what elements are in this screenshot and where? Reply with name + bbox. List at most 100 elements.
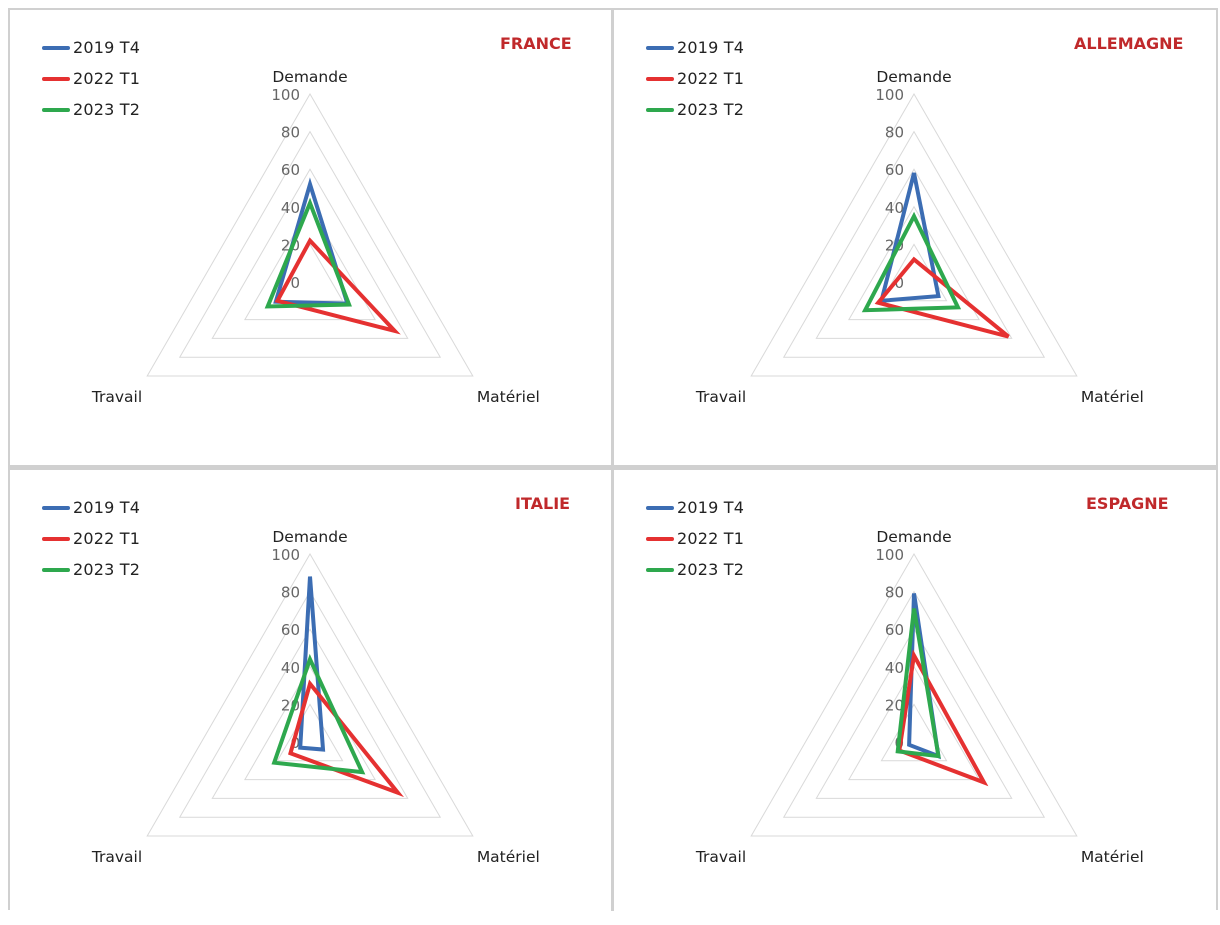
legend-swatch bbox=[42, 536, 70, 541]
tick-label: 40 bbox=[281, 659, 300, 677]
tick-label: 80 bbox=[281, 584, 300, 602]
grid-ring bbox=[211, 168, 409, 339]
radar-panel-allemagne: 100 80 60 40 20 0 Demande Matériel Travail 2019 T… bbox=[614, 10, 1214, 465]
legend-label: 2022 T1 bbox=[73, 69, 141, 88]
tick-label: 60 bbox=[885, 621, 904, 639]
tick-label: 40 bbox=[885, 659, 904, 677]
grid-ring bbox=[244, 205, 376, 321]
tick-label: 0 bbox=[894, 274, 904, 292]
tick-label: 40 bbox=[281, 199, 300, 217]
series-line bbox=[895, 608, 941, 759]
axis-label: Travail bbox=[91, 848, 142, 866]
tick-label: 60 bbox=[885, 161, 904, 179]
axis-label: Demande bbox=[272, 528, 347, 546]
legend-swatch bbox=[42, 505, 70, 510]
chart-title: ITALIE bbox=[515, 494, 571, 513]
series-line bbox=[274, 237, 401, 335]
grid-ring bbox=[848, 665, 980, 781]
tick-label: 100 bbox=[875, 546, 904, 564]
legend-swatch bbox=[42, 567, 70, 572]
legend-item: 2023 T2 bbox=[42, 94, 140, 125]
tick-label: 0 bbox=[290, 274, 300, 292]
tick-label: 60 bbox=[281, 161, 300, 179]
axis-label: Demande bbox=[272, 68, 347, 86]
legend: 2019 T4 2022 T1 2023 T2 bbox=[42, 32, 140, 125]
grid-ring bbox=[750, 552, 1078, 837]
legend-swatch bbox=[646, 76, 674, 81]
legend-item: 2019 T4 bbox=[42, 32, 140, 63]
legend-swatch bbox=[42, 76, 70, 81]
axis-label: Matériel bbox=[1081, 848, 1144, 866]
legend-label: 2023 T2 bbox=[73, 100, 141, 119]
grid-ring bbox=[782, 590, 1046, 818]
series-line bbox=[861, 211, 962, 313]
legend: 2019 T4 2022 T1 2023 T2 bbox=[646, 32, 744, 125]
legend-item: 2022 T1 bbox=[646, 63, 744, 94]
grid-ring bbox=[211, 628, 409, 799]
legend-swatch bbox=[42, 107, 70, 112]
radar-panel-italie: 100 80 60 40 20 0 Demande Matériel Travail 2019 T… bbox=[10, 470, 610, 925]
series-line bbox=[878, 172, 941, 304]
legend-swatch bbox=[646, 45, 674, 50]
legend-item: 2023 T2 bbox=[646, 94, 744, 125]
chart-title: ALLEMAGNE bbox=[1074, 34, 1184, 53]
axis-label: Matériel bbox=[477, 848, 540, 866]
legend-label: 2022 T1 bbox=[73, 529, 141, 548]
tick-label: 80 bbox=[885, 584, 904, 602]
legend-item: 2019 T4 bbox=[646, 32, 744, 63]
legend-swatch bbox=[646, 536, 674, 541]
legend-label: 2019 T4 bbox=[73, 38, 141, 57]
series-line bbox=[874, 256, 1010, 339]
grid-ring bbox=[750, 92, 1078, 377]
radar-panel-france: 100 80 60 40 20 0 Demande Matériel Travail 2019 T… bbox=[10, 10, 610, 465]
legend-label: 2022 T1 bbox=[677, 69, 745, 88]
chart-title: ESPAGNE bbox=[1086, 494, 1169, 513]
grid-ring bbox=[782, 130, 1046, 358]
grid-ring bbox=[815, 168, 1013, 339]
legend-swatch bbox=[42, 45, 70, 50]
legend-item: 2022 T1 bbox=[646, 523, 744, 554]
series-line bbox=[264, 197, 352, 309]
tick-label: 80 bbox=[281, 124, 300, 142]
legend-label: 2022 T1 bbox=[677, 529, 745, 548]
legend-item: 2019 T4 bbox=[646, 492, 744, 523]
grid-ring bbox=[178, 590, 442, 818]
tick-label: 60 bbox=[281, 621, 300, 639]
horizontal-divider bbox=[8, 465, 1218, 470]
series-line bbox=[298, 576, 326, 752]
axis-label: Matériel bbox=[477, 388, 540, 406]
legend-item: 2022 T1 bbox=[42, 63, 140, 94]
legend-swatch bbox=[646, 107, 674, 112]
legend-label: 2019 T4 bbox=[677, 38, 745, 57]
legend: 2019 T4 2022 T1 2023 T2 bbox=[42, 492, 140, 585]
legend-swatch bbox=[646, 567, 674, 572]
radar-panel-espagne: 100 80 60 40 20 0 Demande Matériel Travail 2019 T… bbox=[614, 470, 1214, 925]
series-line bbox=[271, 653, 366, 775]
legend-label: 2019 T4 bbox=[677, 498, 745, 517]
legend-label: 2019 T4 bbox=[73, 498, 141, 517]
grid-ring bbox=[848, 205, 980, 321]
legend-item: 2023 T2 bbox=[42, 554, 140, 585]
series-line bbox=[897, 649, 989, 787]
axis-label: Travail bbox=[695, 848, 746, 866]
grid-ring bbox=[146, 92, 474, 377]
tick-label: 40 bbox=[885, 199, 904, 217]
legend: 2019 T4 2022 T1 2023 T2 bbox=[646, 492, 744, 585]
vertical-divider bbox=[611, 8, 614, 911]
legend-label: 2023 T2 bbox=[73, 560, 141, 579]
axis-label: Demande bbox=[876, 68, 951, 86]
axis-label: Travail bbox=[91, 388, 142, 406]
chart-title: FRANCE bbox=[500, 34, 572, 53]
tick-label: 20 bbox=[885, 696, 904, 714]
tick-label: 100 bbox=[271, 86, 300, 104]
tick-label: 80 bbox=[885, 124, 904, 142]
grid-ring bbox=[880, 703, 948, 762]
legend-swatch bbox=[646, 505, 674, 510]
axis-label: Demande bbox=[876, 528, 951, 546]
legend-item: 2022 T1 bbox=[42, 523, 140, 554]
grid-ring bbox=[178, 130, 442, 358]
